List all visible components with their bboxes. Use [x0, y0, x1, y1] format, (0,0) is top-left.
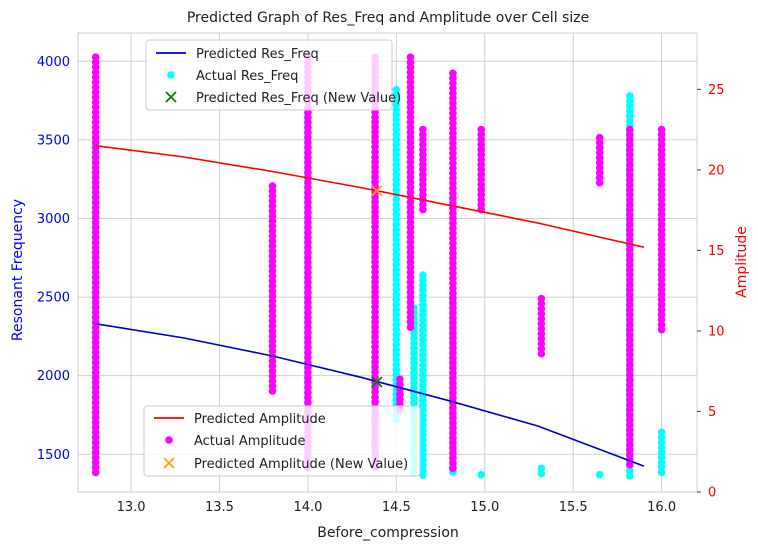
legend-amplitude: Predicted Amplitude Actual Amplitude Pre…	[143, 405, 421, 477]
data-point	[537, 349, 546, 358]
legend-dot-actual-amplitude	[165, 436, 173, 444]
data-point	[595, 470, 604, 479]
right-y-axis-ticks: 0 5 10 15 20 25	[697, 83, 725, 501]
new-value-markers	[371, 185, 383, 388]
right-y-tick-label: 15	[708, 244, 725, 259]
data-point	[419, 471, 427, 479]
x-axis-ticks: 13.0 13.5 14.0 14.5 15.0 15.5 16.0	[117, 500, 677, 515]
data-point	[477, 470, 486, 479]
data-point	[626, 460, 634, 469]
left-y-tick-label: 2500	[37, 291, 70, 306]
data-point	[657, 468, 666, 477]
left-y-axis-ticks: 1500 2000 2500 3000 3500 4000	[37, 55, 70, 463]
left-y-axis-label: Resonant Frequency	[10, 199, 26, 341]
new-res-freq-marker	[371, 376, 383, 388]
new-amplitude-marker	[371, 185, 383, 197]
legend-x-new-amplitude	[163, 457, 175, 469]
legend-label-new-amplitude: Predicted Amplitude (New Value)	[194, 457, 408, 472]
left-y-tick-label: 3000	[37, 212, 70, 227]
left-y-tick-label: 2000	[37, 369, 70, 384]
legend-label-pred-amplitude: Predicted Amplitude	[194, 412, 326, 427]
x-tick-label: 15.0	[470, 500, 499, 515]
x-tick-label: 15.5	[559, 500, 588, 515]
data-point	[657, 325, 666, 334]
right-y-tick-label: 10	[708, 324, 725, 339]
prediction-lines	[95, 144, 645, 467]
data-point	[537, 469, 546, 478]
right-y-tick-label: 0	[708, 486, 716, 501]
x-tick-label: 14.5	[382, 500, 411, 515]
data-point	[449, 464, 457, 473]
right-y-tick-label: 20	[708, 163, 725, 178]
data-point	[406, 323, 415, 332]
legend-res-freq: Predicted Res_Freq Actual Res_Freq Predi…	[145, 39, 401, 111]
left-y-tick-label: 3500	[37, 133, 70, 148]
data-point	[595, 178, 604, 187]
legend-x-new-res-freq	[165, 91, 177, 103]
right-y-tick-label: 25	[708, 83, 725, 98]
x-tick-label: 14.0	[293, 500, 322, 515]
data-point	[419, 205, 427, 214]
x-axis-label: Before_compression	[317, 525, 459, 541]
x-tick-label: 13.0	[117, 500, 146, 515]
legend-label-actual-amplitude: Actual Amplitude	[194, 434, 305, 449]
data-point	[268, 387, 277, 395]
legend-res-freq-box	[145, 39, 393, 111]
legend-label-new-res-freq: Predicted Res_Freq (New Value)	[196, 91, 401, 106]
left-y-tick-label: 4000	[37, 55, 70, 70]
pred-res-freq-line	[95, 323, 645, 467]
x-tick-label: 13.5	[205, 500, 234, 515]
plot-frame	[77, 32, 698, 493]
legend-label-pred-res-freq: Predicted Res_Freq	[196, 47, 319, 62]
data-point	[91, 468, 100, 477]
pred-amplitude-line	[95, 144, 645, 248]
legend-label-actual-res-freq: Actual Res_Freq	[196, 69, 298, 84]
left-y-tick-label: 1500	[37, 448, 70, 463]
chart-title: Predicted Graph of Res_Freq and Amplitud…	[187, 10, 589, 26]
x-tick-label: 16.0	[647, 500, 676, 515]
right-y-tick-label: 5	[708, 405, 716, 420]
legend-dot-actual-res-freq	[167, 71, 175, 79]
data-point	[626, 472, 634, 480]
right-y-axis-label: Amplitude	[734, 226, 750, 298]
legend-amplitude-box	[143, 405, 421, 477]
